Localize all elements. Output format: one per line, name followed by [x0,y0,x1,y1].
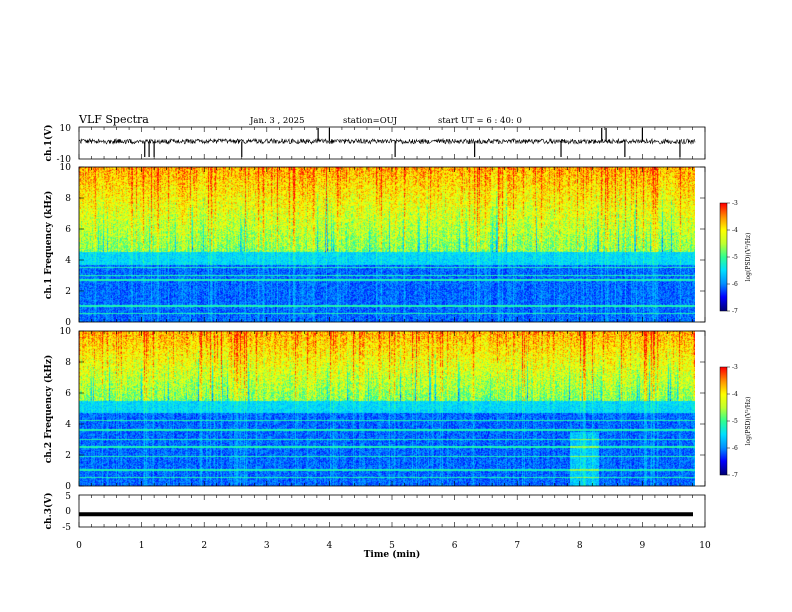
ch1-spectrogram-yticks: 0 2 4 6 8 10 [60,163,705,328]
time-tick-label: 5 [389,541,395,551]
time-tick-label: 10 [699,541,711,551]
ch1-waveform-panel: 10 -10 ch.1(V) [43,124,706,165]
ch3-ylabel: ch.3(V) [43,493,54,530]
ch1-colorbar: -3 -4 -5 -6 -7 log(PSD)(V²/Hz) [719,200,752,315]
time-tick-label: 7 [514,541,520,551]
ch2-colorbar-ticks: -3 -4 -5 -6 -7 [727,364,738,479]
time-tick-label: 4 [327,541,333,551]
ytick-label: 10 [60,163,72,173]
time-tick-label: 1 [139,541,145,551]
time-axis-ticks [78,127,706,527]
ch3-waveform-panel: 5 0 -5 ch.3(V) [43,492,706,533]
start-time-label: start UT = 6 : 40: 0 [438,116,522,126]
date-label: Jan. 3 , 2025 [249,116,305,126]
ytick-label: 6 [65,225,71,235]
ch1-waveform-frame [78,126,706,160]
ch1-ylabel: ch.1(V) [43,125,54,162]
ytick-label: 2 [65,451,71,461]
ytick-label: 2 [65,287,71,297]
time-tick-label: 6 [452,541,458,551]
ytick-label: 4 [65,256,71,266]
colorbar-tick-label: -4 [732,391,738,398]
ch2-colorbar-label: log(PSD)(V²/Hz) [745,397,752,446]
ch1-ytick-top: 10 [60,124,72,134]
time-axis-labels: 0 1 2 3 4 5 6 7 8 9 10 [76,541,711,551]
colorbar-tick-label: -3 [732,364,738,371]
station-label: station=OUJ [343,116,398,126]
colorbar-tick-label: -3 [732,200,738,207]
ch1-spectrogram-panel: 0 2 4 6 8 10 ch.1 Frequency (kHz) -3 -4 -5 -6 -7 … [43,163,752,328]
ch1-spectrogram-image [79,167,695,322]
colorbar-tick-label: -6 [732,445,738,452]
ch1-colorbar-label: log(PSD)(V²/Hz) [745,233,752,282]
colorbar-tick-label: -6 [732,281,738,288]
ch3-ytick-top: 5 [65,492,71,502]
ytick-label: 10 [60,327,72,337]
time-tick-label: 9 [640,541,646,551]
ch1-colorbar-ticks: -3 -4 -5 -6 -7 [727,200,738,315]
colorbar-tick-label: -5 [732,418,738,425]
ch2-spectrogram-ylabel-text: ch.2 Frequency (kHz) [43,355,54,464]
time-tick-label: 3 [264,541,270,551]
ytick-label: 6 [65,389,71,399]
ch1-ytick-bottom: -10 [57,155,72,165]
ch1-noise-line [78,137,696,145]
chart-title: VLF Spectra [78,113,149,126]
time-tick-label: 0 [76,541,82,551]
ytick-label: 0 [65,318,71,328]
x-axis-label: Time (min) [364,549,421,560]
ch2-colorbar-image [720,367,727,475]
ch1-spectrogram-ylabel: ch.1 Frequency (kHz) [43,191,54,300]
ytick-label: 0 [65,482,71,492]
colorbar-tick-label: -7 [732,308,738,315]
colorbar-tick-label: -4 [732,227,738,234]
ch2-spectrogram-ylabel: ch.2 Frequency (kHz) [43,355,54,464]
time-tick-label: 2 [201,541,207,551]
ch1-spectrogram-ylabel-text: ch.1 Frequency (kHz) [43,191,54,300]
ch2-spectrogram-image [79,331,695,486]
ytick-label: 8 [65,358,71,368]
ytick-label: 4 [65,420,71,430]
ch2-spectrogram-panel: 0 2 4 6 8 10 ch.2 Frequency (kHz) -3 -4 -5 -6 -7 … [43,327,752,492]
ch3-ytick-mid: 0 [65,507,71,517]
ch3-ytick-bottom: -5 [62,523,71,533]
ch1-colorbar-image [720,203,727,311]
ch2-colorbar: -3 -4 -5 -6 -7 log(PSD)(V²/Hz) [719,364,752,479]
ch2-spectrogram-yticks: 0 2 4 6 8 10 [60,327,705,492]
ytick-label: 8 [65,194,71,204]
time-tick-label: 8 [577,541,583,551]
colorbar-tick-label: -5 [732,254,738,261]
colorbar-tick-label: -7 [732,472,738,479]
ch3-waveform-frame [78,494,706,528]
